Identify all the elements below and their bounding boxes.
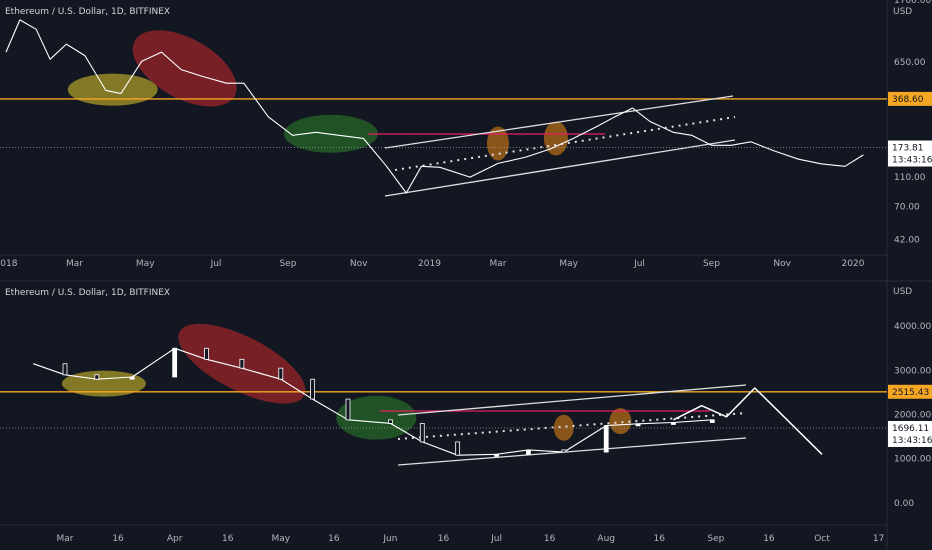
last-price-box xyxy=(888,140,932,167)
x-tick-label: Sep xyxy=(703,259,720,269)
x-tick-label: 16 xyxy=(112,534,124,544)
x-tick-label: Aug xyxy=(597,534,615,544)
y-tick-label: 2000.00 xyxy=(894,411,931,421)
channel-upper-line xyxy=(384,95,734,149)
candle xyxy=(419,422,425,443)
x-tick-label: 2019 xyxy=(418,259,441,269)
x-tick-label: Mar xyxy=(489,259,506,269)
candle xyxy=(172,347,178,378)
price-line xyxy=(5,19,864,194)
x-tick-label: Jul xyxy=(490,534,502,544)
bottom-chart-title: Ethereum / U.S. Dollar, 1D, BITFINEX xyxy=(5,288,170,298)
y-tick-label: 4000.00 xyxy=(894,322,931,332)
candle xyxy=(129,376,135,380)
annotation-ellipse xyxy=(486,126,509,161)
candle xyxy=(62,363,68,376)
candle xyxy=(671,422,676,425)
y-tick-label: 3000.00 xyxy=(894,366,931,376)
annotation-ellipse xyxy=(61,370,146,397)
channel-upper-line xyxy=(397,384,747,416)
y-tick-label: 650.00 xyxy=(894,58,926,68)
x-tick-label: 2020 xyxy=(842,259,865,269)
x-tick-label: 17 xyxy=(873,534,884,544)
x-tick-label: Sep xyxy=(279,259,296,269)
top-axis-ticks: 1700.00 650.00 110.00 70.00 42.00 2018 Mar May J… xyxy=(0,0,932,269)
annotation-ellipse xyxy=(609,408,632,435)
candle xyxy=(709,419,715,423)
x-tick-label: 16 xyxy=(328,534,340,544)
channel-lower-line xyxy=(397,437,747,466)
candle xyxy=(635,423,641,427)
x-tick-label: 16 xyxy=(222,534,234,544)
annotation-ellipse xyxy=(336,395,417,440)
x-tick-label: 16 xyxy=(544,534,556,544)
y-tick-label: 1700.00 xyxy=(894,0,931,6)
candle xyxy=(603,425,609,453)
countdown-label: 13:43:16 xyxy=(892,436,932,446)
channel-mid-line xyxy=(394,116,736,171)
projection-line xyxy=(673,387,823,455)
x-tick-label: Mar xyxy=(66,259,83,269)
x-tick-label: 2018 xyxy=(0,259,18,269)
x-tick-label: Nov xyxy=(350,259,368,269)
y-tick-label: 42.00 xyxy=(894,235,920,245)
x-tick-label: Sep xyxy=(707,534,724,544)
candle xyxy=(388,419,393,424)
y-tick-label: 70.00 xyxy=(894,202,920,212)
x-tick-label: 16 xyxy=(763,534,775,544)
y-tick-label: 110.00 xyxy=(894,173,926,183)
channel-lower-line xyxy=(384,139,736,197)
x-tick-label: May xyxy=(136,259,155,269)
x-tick-label: May xyxy=(271,534,290,544)
candle xyxy=(94,374,100,380)
bottom-chart-panel[interactable]: 4000.00 3000.00 2000.00 1000.00 0.00 Mar 16 Apr… xyxy=(0,287,932,544)
annotation-ellipse xyxy=(553,414,574,441)
candle xyxy=(561,449,567,453)
candle xyxy=(494,453,499,457)
x-tick-label: 16 xyxy=(654,534,666,544)
resistance-price-box xyxy=(888,91,932,106)
countdown-label: 13:43:16 xyxy=(892,156,932,166)
x-tick-label: Apr xyxy=(167,534,183,544)
top-chart-panel[interactable]: 1700.00 650.00 110.00 70.00 42.00 2018 Mar May J… xyxy=(0,0,932,269)
top-chart-title: Ethereum / U.S. Dollar, 1D, BITFINEX xyxy=(5,7,170,17)
bottom-currency-label: USD xyxy=(893,287,912,297)
x-tick-label: Nov xyxy=(773,259,791,269)
y-tick-label: 0.00 xyxy=(894,499,914,509)
resistance-price-box xyxy=(888,384,932,399)
resistance-price-label: 2515.43 xyxy=(892,388,929,398)
x-tick-label: Oct xyxy=(814,534,830,544)
top-price-series xyxy=(5,19,864,194)
x-tick-label: Mar xyxy=(57,534,74,544)
last-price-box xyxy=(888,420,932,447)
candle xyxy=(278,367,284,380)
resistance-price-label: 368.60 xyxy=(892,95,924,105)
x-tick-label: Jul xyxy=(633,259,645,269)
candle xyxy=(455,441,461,456)
bottom-axis-ticks: 4000.00 3000.00 2000.00 1000.00 0.00 Mar 16 Apr… xyxy=(57,322,932,544)
candle xyxy=(204,347,209,360)
candle xyxy=(310,378,316,400)
last-price-label: 1696.11 xyxy=(892,424,929,434)
x-tick-label: 16 xyxy=(438,534,450,544)
top-currency-label: USD xyxy=(893,7,912,17)
price-line xyxy=(33,347,713,456)
candle xyxy=(525,449,531,455)
candle xyxy=(345,398,351,421)
candle xyxy=(239,358,245,369)
x-tick-label: May xyxy=(559,259,578,269)
x-tick-label: Jun xyxy=(382,534,397,544)
bottom-price-series xyxy=(33,347,823,457)
annotation-ellipse xyxy=(67,73,158,106)
y-tick-label: 1000.00 xyxy=(894,455,931,465)
x-tick-label: Jul xyxy=(210,259,222,269)
annotation-ellipse xyxy=(543,121,568,156)
annotation-ellipse xyxy=(132,30,237,107)
last-price-label: 173.81 xyxy=(892,144,924,154)
